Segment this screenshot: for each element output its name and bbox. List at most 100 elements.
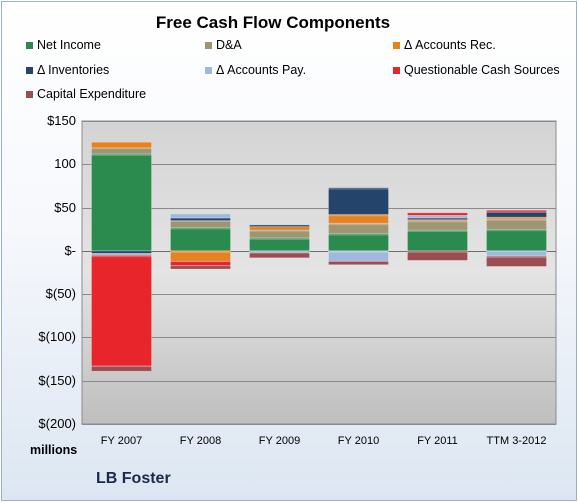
- company-name: LB Foster: [96, 470, 171, 487]
- legend-swatch: [205, 67, 212, 74]
- legend-item-capital-expenditure: Capital Expenditure: [26, 87, 146, 101]
- bar-segment-highlight: [407, 212, 468, 214]
- bar-segment-highlight: [170, 227, 231, 230]
- legend-item-delta-accounts-pay: Δ Accounts Pay.: [205, 63, 306, 77]
- bar-segment-delta-inventories: [407, 217, 468, 220]
- bar-segment-highlight: [407, 230, 468, 233]
- y-tick-label: $(100): [38, 329, 76, 345]
- bar-segment-highlight: [170, 213, 231, 215]
- bar-segment-highlight: [91, 253, 152, 254]
- bar-segment-capital-expenditure: [249, 252, 310, 259]
- x-tick-label: FY 2011: [417, 435, 458, 447]
- bar-segment-highlight: [486, 210, 547, 211]
- bar-segment-net-income: [407, 229, 468, 252]
- units-label: millions: [30, 443, 78, 457]
- bar-segment-highlight: [486, 256, 547, 259]
- legend-item-delta-inventories: Δ Inventories: [26, 63, 109, 77]
- legend-label: Δ Inventories: [37, 63, 110, 77]
- bar-segment-highlight: [170, 220, 231, 222]
- bar-segment-highlight: [328, 223, 389, 226]
- bar-segment-highlight: [249, 250, 310, 252]
- bar-segment-highlight: [91, 365, 152, 368]
- bar-segment-highlight: [249, 237, 310, 240]
- y-tick-label: $(200): [38, 416, 76, 431]
- y-tick-label: $(50): [45, 286, 76, 302]
- bar-segment-highlight: [249, 226, 310, 228]
- bar-segment-highlight: [486, 218, 547, 221]
- legend-label: Δ Accounts Rec.: [404, 38, 496, 52]
- x-tick-label: FY 2010: [337, 435, 380, 447]
- y-tick-label: $-: [64, 242, 76, 258]
- bar-segment-highlight: [328, 214, 389, 217]
- bar-segment-highlight: [170, 217, 231, 219]
- bar-segment-highlight: [486, 217, 547, 218]
- legend-item-danda: D&A: [205, 38, 242, 52]
- bar-segment-highlight: [328, 261, 389, 262]
- bar-segment-highlight: [170, 265, 231, 267]
- bar-segment-highlight: [407, 220, 468, 223]
- bar-segment-delta-inventories: [328, 187, 389, 215]
- bar-segment-net-income: [328, 233, 389, 252]
- bar-segment-questionable-cash-sources: [407, 212, 468, 216]
- legend-label: Δ Accounts Pay.: [216, 63, 307, 77]
- legend-item-net-income: Net Income: [26, 38, 101, 52]
- bar-segment-net-income: [170, 227, 231, 252]
- bar-segment-highlight: [249, 224, 310, 226]
- y-tick-label: $150: [47, 113, 76, 128]
- bar-segment-delta-accounts-rec: [91, 141, 152, 149]
- y-tick-label: $(150): [38, 372, 76, 388]
- bar-segment-highlight: [328, 250, 389, 253]
- x-tick-label: FY 2007: [100, 435, 143, 447]
- bar-segment-highlight: [249, 230, 310, 232]
- bar-segment-capital-expenditure: [486, 255, 547, 267]
- legend-swatch: [393, 42, 400, 49]
- bar-segment-highlight: [407, 250, 468, 253]
- bar-segment-net-income: [486, 228, 547, 252]
- bar-segment-highlight: [486, 250, 547, 252]
- bar-segment-capital-expenditure: [328, 260, 389, 266]
- bar-segment-delta-inventories: [170, 217, 231, 221]
- x-tick-label: FY 2009: [258, 435, 301, 447]
- plot-background: [81, 120, 557, 425]
- legend-swatch: [205, 42, 212, 49]
- legend-swatch: [393, 67, 400, 74]
- legend-item-questionable-cash-sources: Questionable Cash Sources: [393, 63, 560, 77]
- bar-segment-delta-inventories: [249, 224, 310, 227]
- bar-segment-highlight: [407, 215, 468, 216]
- bar-segment-delta-accounts-pay: [170, 213, 231, 219]
- bar-segment-highlight: [91, 147, 152, 150]
- y-tick-label: $50: [54, 199, 76, 215]
- x-tick-label: TTM 3-2012: [486, 435, 547, 447]
- bar-segment-highlight: [91, 141, 152, 143]
- y-tick-label: 100: [54, 156, 76, 172]
- bar-segment-questionable-cash-sources: [91, 254, 152, 367]
- legend-swatch: [26, 91, 33, 98]
- legend-label: Capital Expenditure: [37, 87, 147, 101]
- bar-segment-capital-expenditure: [407, 250, 468, 261]
- bar-segment-highlight: [486, 229, 547, 232]
- bar-segment-highlight: [486, 211, 547, 213]
- bar-segment-highlight: [170, 261, 231, 263]
- bar-segment-highlight: [249, 252, 310, 254]
- bar-segment-questionable-cash-sources: [486, 209, 547, 213]
- chart-title: Free Cash Flow Components: [155, 13, 391, 32]
- legend-swatch: [26, 42, 33, 49]
- bar-segment-highlight: [91, 255, 152, 258]
- bar-segment-highlight: [91, 250, 152, 252]
- x-tick-label: FY 2008: [179, 435, 222, 447]
- legend-label: Questionable Cash Sources: [404, 63, 560, 77]
- bar-segment-capital-expenditure: [170, 265, 231, 270]
- legend-label: D&A: [216, 38, 242, 52]
- bar-segment-highlight: [170, 250, 231, 253]
- legend-label: Net Income: [37, 38, 101, 52]
- legend-swatch: [26, 67, 33, 74]
- bar-segment-highlight: [407, 217, 468, 219]
- legend-item-delta-accounts-rec: Δ Accounts Rec.: [393, 38, 496, 52]
- bar-segment-highlight: [328, 187, 389, 190]
- bar-segment-net-income: [91, 153, 152, 252]
- bar-segment-highlight: [407, 219, 468, 221]
- bar-segment-capital-expenditure: [91, 365, 152, 372]
- bar-segment-highlight: [91, 153, 152, 156]
- bar-segment-highlight: [328, 233, 389, 236]
